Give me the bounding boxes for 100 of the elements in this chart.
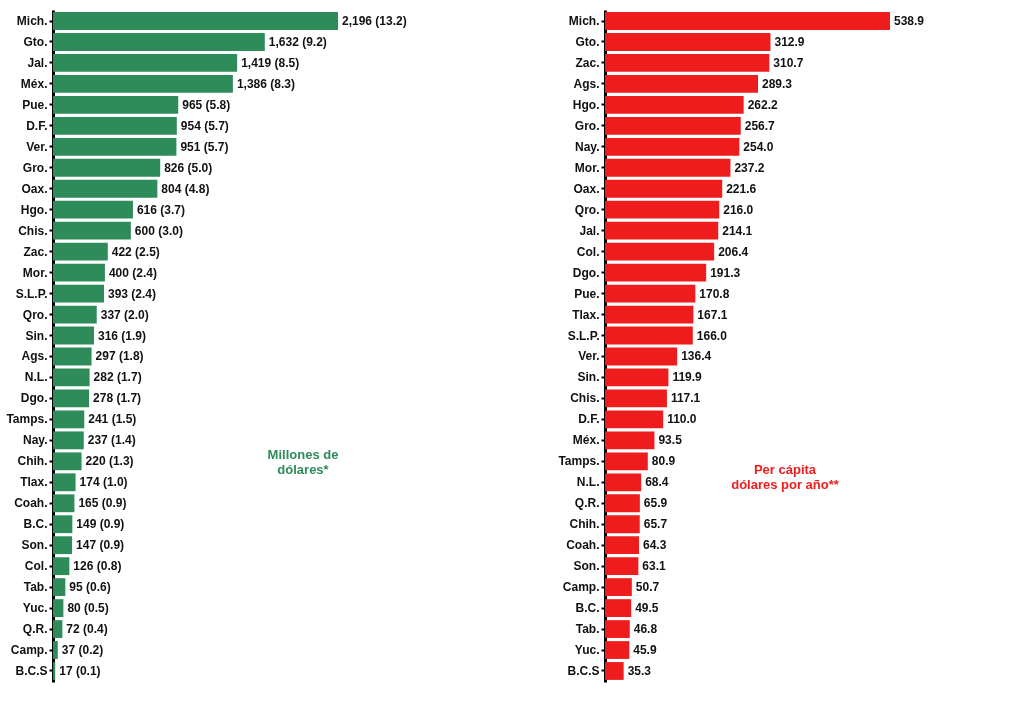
data-label: 45.9 <box>633 643 657 658</box>
bar <box>605 620 630 638</box>
y-tick-label: Jal. <box>579 223 600 238</box>
bar <box>605 137 740 156</box>
data-label: 826 (5.0) <box>164 160 213 175</box>
y-tick-label: Qro. <box>574 202 600 217</box>
bar <box>53 33 265 51</box>
bar <box>605 515 640 534</box>
data-label: 310.7 <box>773 55 804 70</box>
bar <box>53 116 177 135</box>
bar <box>53 284 104 303</box>
y-tick-label: Zac. <box>575 55 600 70</box>
bar <box>605 33 771 51</box>
data-label: 1,386 (8.3) <box>236 76 295 91</box>
bar <box>605 641 630 659</box>
y-tick-label: Nay. <box>575 139 600 154</box>
bar <box>53 54 238 72</box>
data-label: 50.7 <box>635 580 660 595</box>
y-tick-label: S.L.P. <box>15 286 48 301</box>
bar <box>53 641 58 659</box>
bar <box>605 410 664 429</box>
y-tick-label: Coah. <box>566 538 600 553</box>
data-label: 297 (1.8) <box>95 349 144 364</box>
data-label: 63.1 <box>642 559 667 574</box>
data-label: 65.7 <box>643 517 668 532</box>
y-tick-label: B.C. <box>23 517 48 532</box>
y-tick-label: Sin. <box>25 328 48 343</box>
y-tick-label: Méx. <box>572 433 600 448</box>
y-tick-label: Chis. <box>18 223 48 238</box>
data-label: 206.4 <box>718 244 749 259</box>
data-label: 93.5 <box>658 433 683 448</box>
data-label: 954 (5.7) <box>180 118 229 133</box>
bar <box>605 95 744 114</box>
y-tick-label: Camp. <box>10 643 48 658</box>
bar <box>605 599 632 617</box>
bar <box>605 368 669 387</box>
y-tick-label: Tamps. <box>6 412 48 427</box>
bar <box>53 515 73 534</box>
y-tick-label: Tamps. <box>558 454 600 469</box>
y-tick-label: Tlax. <box>20 475 48 490</box>
bar <box>605 536 640 555</box>
data-label: 337 (2.0) <box>100 307 149 322</box>
data-label: 237.2 <box>734 160 765 175</box>
bar <box>53 12 338 30</box>
bar <box>605 158 731 177</box>
bar <box>605 557 639 576</box>
data-label: 35.3 <box>627 663 652 678</box>
bar <box>605 473 642 492</box>
y-tick-label: D.F. <box>26 118 48 133</box>
data-label: 174 (1.0) <box>79 475 128 490</box>
y-tick-label: Yuc. <box>574 643 600 658</box>
y-tick-label: Gto. <box>23 34 48 49</box>
y-tick-label: Pue. <box>574 286 600 301</box>
bar <box>53 263 105 282</box>
bar <box>605 221 719 240</box>
bar <box>53 410 85 429</box>
bar <box>605 578 632 597</box>
y-tick-label: Q.R. <box>574 496 600 511</box>
data-label: 117.1 <box>670 391 701 406</box>
bar <box>53 95 179 114</box>
bar <box>605 347 678 366</box>
bar <box>53 368 90 387</box>
data-label: 254.0 <box>743 139 774 154</box>
data-label: 136.4 <box>681 349 712 364</box>
data-label: 49.5 <box>635 601 659 616</box>
bar <box>605 200 720 219</box>
y-tick-label: Coah. <box>14 496 48 511</box>
data-label: 165 (0.9) <box>78 496 127 511</box>
bar <box>53 557 70 576</box>
y-tick-label: S.L.P. <box>567 328 600 343</box>
y-tick-label: B.C.S <box>15 663 48 678</box>
data-label: 422 (2.5) <box>111 244 160 259</box>
y-tick-label: D.F. <box>578 412 600 427</box>
data-label: 393 (2.4) <box>108 286 157 301</box>
y-tick-label: Qro. <box>22 307 48 322</box>
data-label: 167.1 <box>697 307 728 322</box>
y-tick-label: Ver. <box>578 349 600 364</box>
y-tick-label: Chih. <box>569 517 600 532</box>
data-label: 538.9 <box>894 14 925 29</box>
y-tick-label: N.L. <box>576 475 600 490</box>
bar <box>53 620 63 638</box>
y-tick-label: Jal. <box>27 55 48 70</box>
bar <box>53 137 177 156</box>
bar <box>53 200 133 219</box>
data-label: 278 (1.7) <box>93 391 142 406</box>
data-label: 600 (3.0) <box>134 223 183 238</box>
data-label: 65.9 <box>643 496 668 511</box>
y-tick-label: Son. <box>21 538 48 553</box>
bar <box>605 242 715 261</box>
bar <box>605 431 655 450</box>
y-tick-label: Chis. <box>570 391 600 406</box>
data-label: 221.6 <box>726 181 757 196</box>
data-label: 80 (0.5) <box>67 601 109 616</box>
bar <box>605 12 890 30</box>
y-tick-label: Col. <box>576 244 600 259</box>
y-tick-label: Yuc. <box>22 601 48 616</box>
y-tick-label: B.C. <box>575 601 600 616</box>
bar <box>605 263 707 282</box>
bar <box>53 662 56 680</box>
data-label: 256.7 <box>744 118 776 133</box>
